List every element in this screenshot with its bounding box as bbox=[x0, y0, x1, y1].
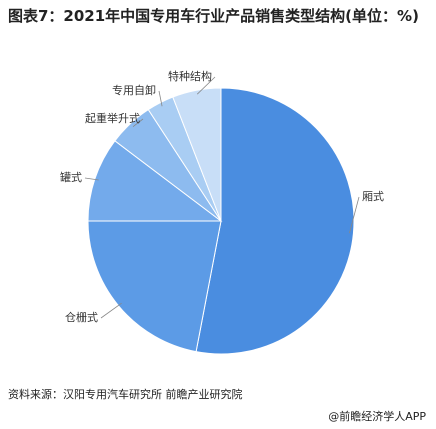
slice-label: 特种结构 bbox=[168, 69, 212, 83]
slice-label: 罐式 bbox=[60, 171, 82, 184]
slice-label: 厢式 bbox=[362, 190, 384, 203]
leader-line bbox=[158, 90, 163, 107]
slice-label: 起重举升式 bbox=[85, 111, 140, 125]
leader-line bbox=[349, 196, 360, 234]
leader-line bbox=[196, 76, 216, 95]
source-note: 资料来源：汉阳专用汽车研究所 前瞻产业研究院 bbox=[8, 388, 243, 401]
leader-line bbox=[84, 177, 99, 181]
leader-line bbox=[132, 118, 144, 127]
pie-slice bbox=[172, 87, 222, 222]
leader-line bbox=[100, 302, 122, 319]
slice-label: 仓栅式 bbox=[65, 310, 98, 324]
pie-slice bbox=[87, 140, 223, 222]
chart-title: 图表7：2021年中国专用车行业产品销售类型结构(单位：%) bbox=[8, 7, 419, 25]
slice-label: 专用自卸 bbox=[112, 83, 156, 97]
pie-slice bbox=[195, 87, 355, 355]
brand: @前瞻经济学人APP bbox=[328, 410, 426, 423]
